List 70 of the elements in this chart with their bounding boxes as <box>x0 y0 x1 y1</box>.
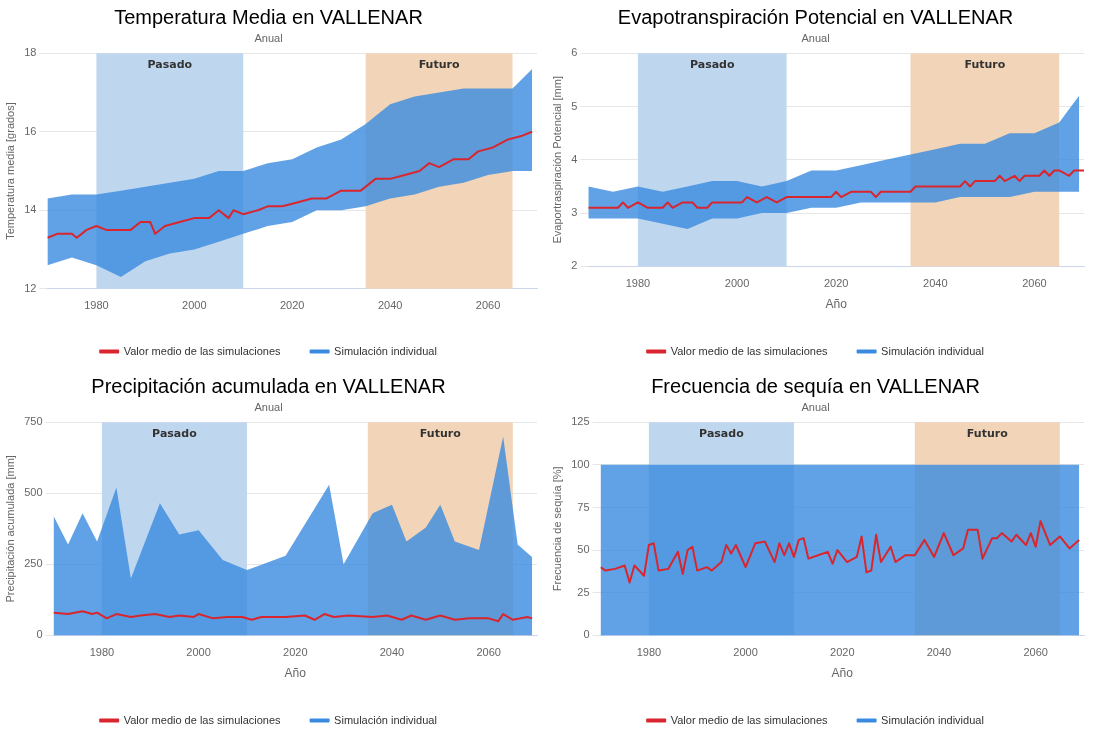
y-tick-label: 75 <box>577 500 590 513</box>
chart-subtitle: Anual <box>801 400 830 413</box>
band-label: Pasado <box>152 426 198 440</box>
chart-subtitle: Anual <box>254 31 283 44</box>
legend-label: Simulación individual <box>334 344 437 357</box>
x-tick-label: 2000 <box>733 646 758 659</box>
chart-subtitle: Anual <box>254 400 283 413</box>
legend-label: Simulación individual <box>881 344 984 357</box>
x-axis-title: Año <box>831 666 854 681</box>
chart-title: Precipitación acumulada en VALLENAR <box>91 374 446 397</box>
band-label: Futuro <box>418 57 460 71</box>
legend-label: Valor medio de las simulaciones <box>123 344 282 357</box>
legend-label: Valor medio de las simulaciones <box>670 344 829 357</box>
y-tick-label: 2 <box>571 259 578 272</box>
x-tick-label: 2020 <box>279 299 305 312</box>
x-tick-label: 1980 <box>636 646 662 659</box>
y-tick-label: 125 <box>571 415 590 428</box>
band-label: Futuro <box>966 426 1009 440</box>
y-axis-title: Temperatura media [grados] <box>3 102 16 240</box>
legend-label: Valor medio de las simulaciones <box>123 713 282 726</box>
y-tick-label: 5 <box>571 99 578 112</box>
legend-label: Valor medio de las simulaciones <box>670 713 829 726</box>
y-tick-label: 250 <box>24 557 43 570</box>
y-tick-label: 4 <box>571 152 578 165</box>
x-axis-title: Año <box>825 297 848 312</box>
band-label: Futuro <box>419 426 462 440</box>
y-tick-label: 18 <box>24 46 37 59</box>
x-tick-label: 2040 <box>926 646 952 659</box>
legend-label: Simulación individual <box>334 713 437 726</box>
x-tick-label: 1980 <box>625 277 651 290</box>
legend-label: Simulación individual <box>881 713 984 726</box>
band-label: Futuro <box>964 57 1006 71</box>
x-axis-title: Año <box>284 666 307 681</box>
x-tick-label: 2060 <box>1022 277 1047 290</box>
x-tick-label: 1980 <box>89 646 115 659</box>
chart-title: Evapotranspiración Potencial en VALLENAR <box>617 5 1014 28</box>
y-tick-label: 0 <box>36 628 43 641</box>
y-tick-label: 100 <box>571 457 590 470</box>
chart-title: Frecuencia de sequía en VALLENAR <box>651 374 980 397</box>
band-label: Pasado <box>689 57 735 71</box>
x-tick-label: 1980 <box>84 299 109 312</box>
y-tick-label: 12 <box>24 281 37 294</box>
y-axis-title: Precipitación acumulada [mm] <box>3 455 16 603</box>
x-tick-label: 2000 <box>186 646 211 659</box>
x-tick-label: 2060 <box>1023 646 1048 659</box>
x-tick-label: 2040 <box>379 646 405 659</box>
y-tick-label: 14 <box>24 203 37 216</box>
y-tick-label: 750 <box>24 415 43 428</box>
y-tick-label: 3 <box>571 206 578 219</box>
x-tick-label: 2060 <box>475 299 501 312</box>
x-tick-label: 2020 <box>823 277 849 290</box>
x-tick-label: 2020 <box>283 646 308 659</box>
x-tick-label: 2020 <box>830 646 855 659</box>
y-tick-label: 16 <box>24 124 37 137</box>
chart-subtitle: Anual <box>801 31 830 44</box>
y-tick-label: 6 <box>571 46 578 59</box>
y-tick-label: 25 <box>577 585 590 598</box>
y-tick-label: 0 <box>583 628 590 641</box>
band-label: Pasado <box>147 57 193 71</box>
y-tick-label: 500 <box>24 486 43 499</box>
x-tick-label: 2000 <box>724 277 750 290</box>
chart-title: Temperatura Media en VALLENAR <box>114 5 423 28</box>
x-tick-label: 2040 <box>923 277 948 290</box>
y-axis-title: Evaportraspiración Potencial [mm] <box>550 76 563 244</box>
x-tick-label: 2000 <box>182 299 207 312</box>
y-axis-title: Frecuencia de sequía [%] <box>550 466 563 592</box>
x-tick-label: 2060 <box>476 646 501 659</box>
x-tick-label: 2040 <box>377 299 403 312</box>
y-tick-label: 50 <box>577 543 590 556</box>
band-label: Pasado <box>699 426 745 440</box>
